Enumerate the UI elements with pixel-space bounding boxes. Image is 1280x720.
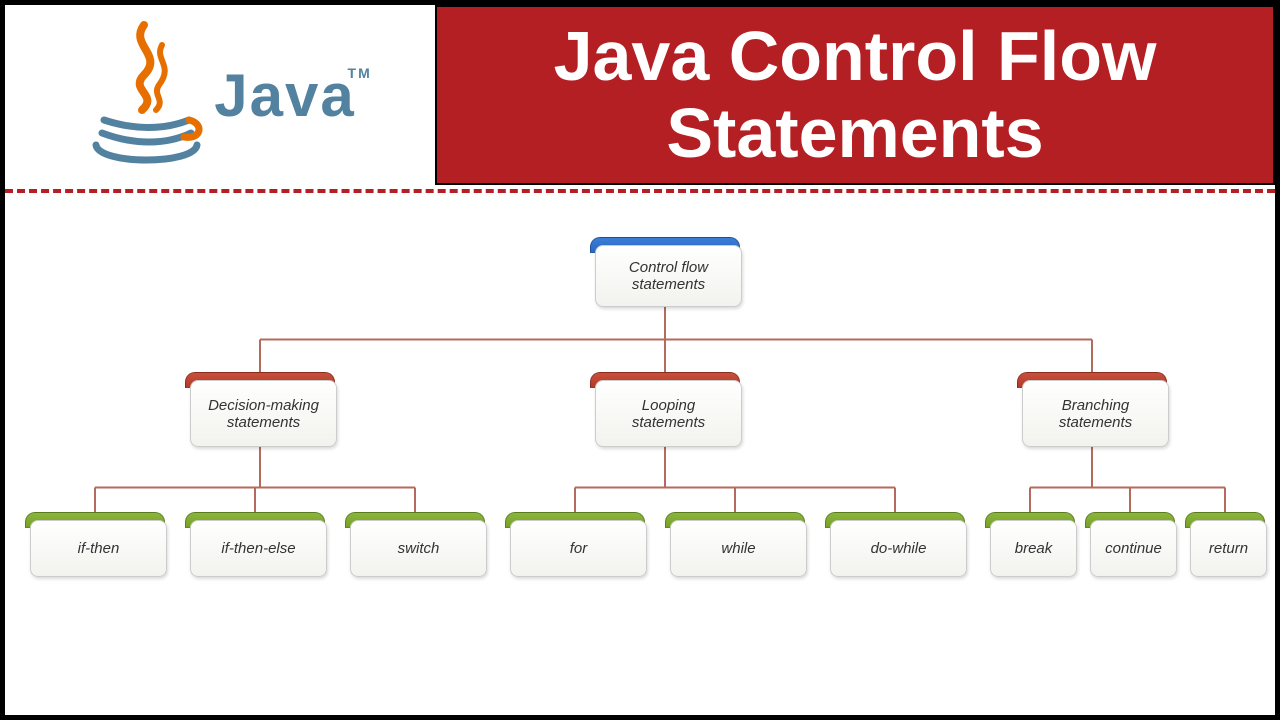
leaf-node-6-label: break [990,520,1077,577]
category-node-branching: Branching statements [1017,372,1167,447]
leaf-node-7: continue [1085,512,1175,577]
root-node-label: Control flow statements [595,245,742,307]
category-node-looping: Looping statements [590,372,740,447]
leaf-node-0: if-then [25,512,165,577]
category-node-branching-label: Branching statements [1022,380,1169,447]
trademark-label: TM [348,65,372,81]
logo-text: Java TM [214,61,355,130]
leaf-node-7-label: continue [1090,520,1177,577]
leaf-node-5: do-while [825,512,965,577]
leaf-node-8: return [1185,512,1265,577]
leaf-node-2-label: switch [350,520,487,577]
leaf-node-3: for [505,512,645,577]
leaf-node-8-label: return [1190,520,1267,577]
header: Java TM Java Control Flow Statements [5,5,1275,185]
logo-area: Java TM [5,5,435,185]
leaf-node-5-label: do-while [830,520,967,577]
root-node: Control flow statements [590,237,740,307]
leaf-node-0-label: if-then [30,520,167,577]
category-node-decision-label: Decision-making statements [190,380,337,447]
java-cup-icon [84,15,204,175]
leaf-node-3-label: for [510,520,647,577]
divider [5,189,1275,193]
leaf-node-4-label: while [670,520,807,577]
category-node-decision: Decision-making statements [185,372,335,447]
page-title: Java Control Flow Statements [554,18,1157,172]
leaf-node-6: break [985,512,1075,577]
leaf-node-2: switch [345,512,485,577]
tree-diagram: Control flow statements Decision-making s… [5,197,1275,707]
title-banner: Java Control Flow Statements [435,5,1275,185]
category-node-looping-label: Looping statements [595,380,742,447]
leaf-node-1: if-then-else [185,512,325,577]
leaf-node-4: while [665,512,805,577]
leaf-node-1-label: if-then-else [190,520,327,577]
